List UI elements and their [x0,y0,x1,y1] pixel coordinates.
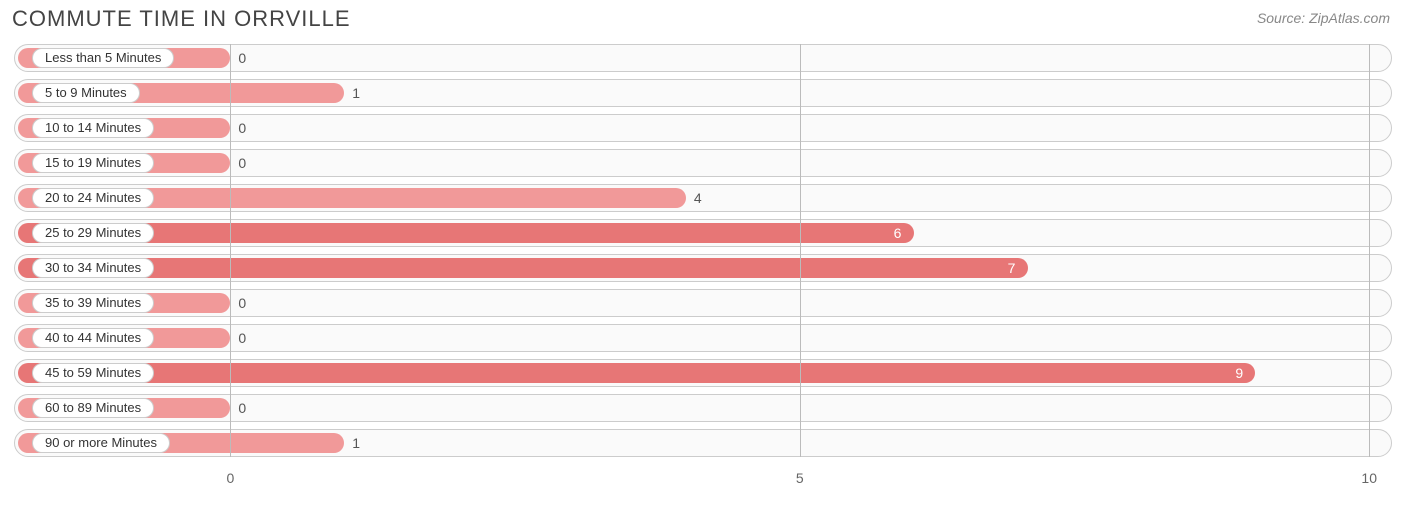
x-tick-label: 0 [226,470,234,486]
bar-row: 40 to 44 Minutes 0 [14,324,1392,352]
x-gridline [800,44,801,457]
bar-fill [18,258,1028,278]
value-label: 0 [238,328,246,348]
category-pill: 15 to 19 Minutes [32,153,154,173]
bar-fill [18,363,1255,383]
bar-row: 5 to 9 Minutes 1 [14,79,1392,107]
bar-row: 10 to 14 Minutes 0 [14,114,1392,142]
x-gridline [1369,44,1370,457]
bar-row: 45 to 59 Minutes 9 [14,359,1392,387]
x-tick-label: 10 [1361,470,1377,486]
value-label: 0 [238,153,246,173]
bar-row: 25 to 29 Minutes 6 [14,219,1392,247]
value-label: 0 [238,398,246,418]
x-gridline [230,44,231,457]
value-label: 6 [894,223,902,243]
bar-row: Less than 5 Minutes 0 [14,44,1392,72]
category-pill: 30 to 34 Minutes [32,258,154,278]
category-pill: 90 or more Minutes [32,433,170,453]
value-label: 0 [238,118,246,138]
bar-row: 30 to 34 Minutes 7 [14,254,1392,282]
category-pill: 60 to 89 Minutes [32,398,154,418]
bar-row: 20 to 24 Minutes 4 [14,184,1392,212]
chart-title: COMMUTE TIME IN ORRVILLE [12,6,351,32]
category-pill: Less than 5 Minutes [32,48,174,68]
bars-container: Less than 5 Minutes 0 5 to 9 Minutes 1 10 to… [14,44,1392,457]
value-label: 1 [352,433,360,453]
bar-row: 15 to 19 Minutes 0 [14,149,1392,177]
bar-row: 60 to 89 Minutes 0 [14,394,1392,422]
value-label: 1 [352,83,360,103]
category-pill: 20 to 24 Minutes [32,188,154,208]
chart-plot-area: Less than 5 Minutes 0 5 to 9 Minutes 1 10 to… [14,44,1392,494]
source-attribution: Source: ZipAtlas.com [1257,10,1390,26]
category-pill: 5 to 9 Minutes [32,83,140,103]
category-pill: 10 to 14 Minutes [32,118,154,138]
category-pill: 35 to 39 Minutes [32,293,154,313]
value-label: 7 [1008,258,1016,278]
category-pill: 40 to 44 Minutes [32,328,154,348]
value-label: 4 [694,188,702,208]
category-pill: 45 to 59 Minutes [32,363,154,383]
bar-row: 35 to 39 Minutes 0 [14,289,1392,317]
value-label: 0 [238,48,246,68]
category-pill: 25 to 29 Minutes [32,223,154,243]
value-label: 9 [1235,363,1243,383]
value-label: 0 [238,293,246,313]
x-tick-label: 5 [796,470,804,486]
bar-row: 90 or more Minutes 1 [14,429,1392,457]
